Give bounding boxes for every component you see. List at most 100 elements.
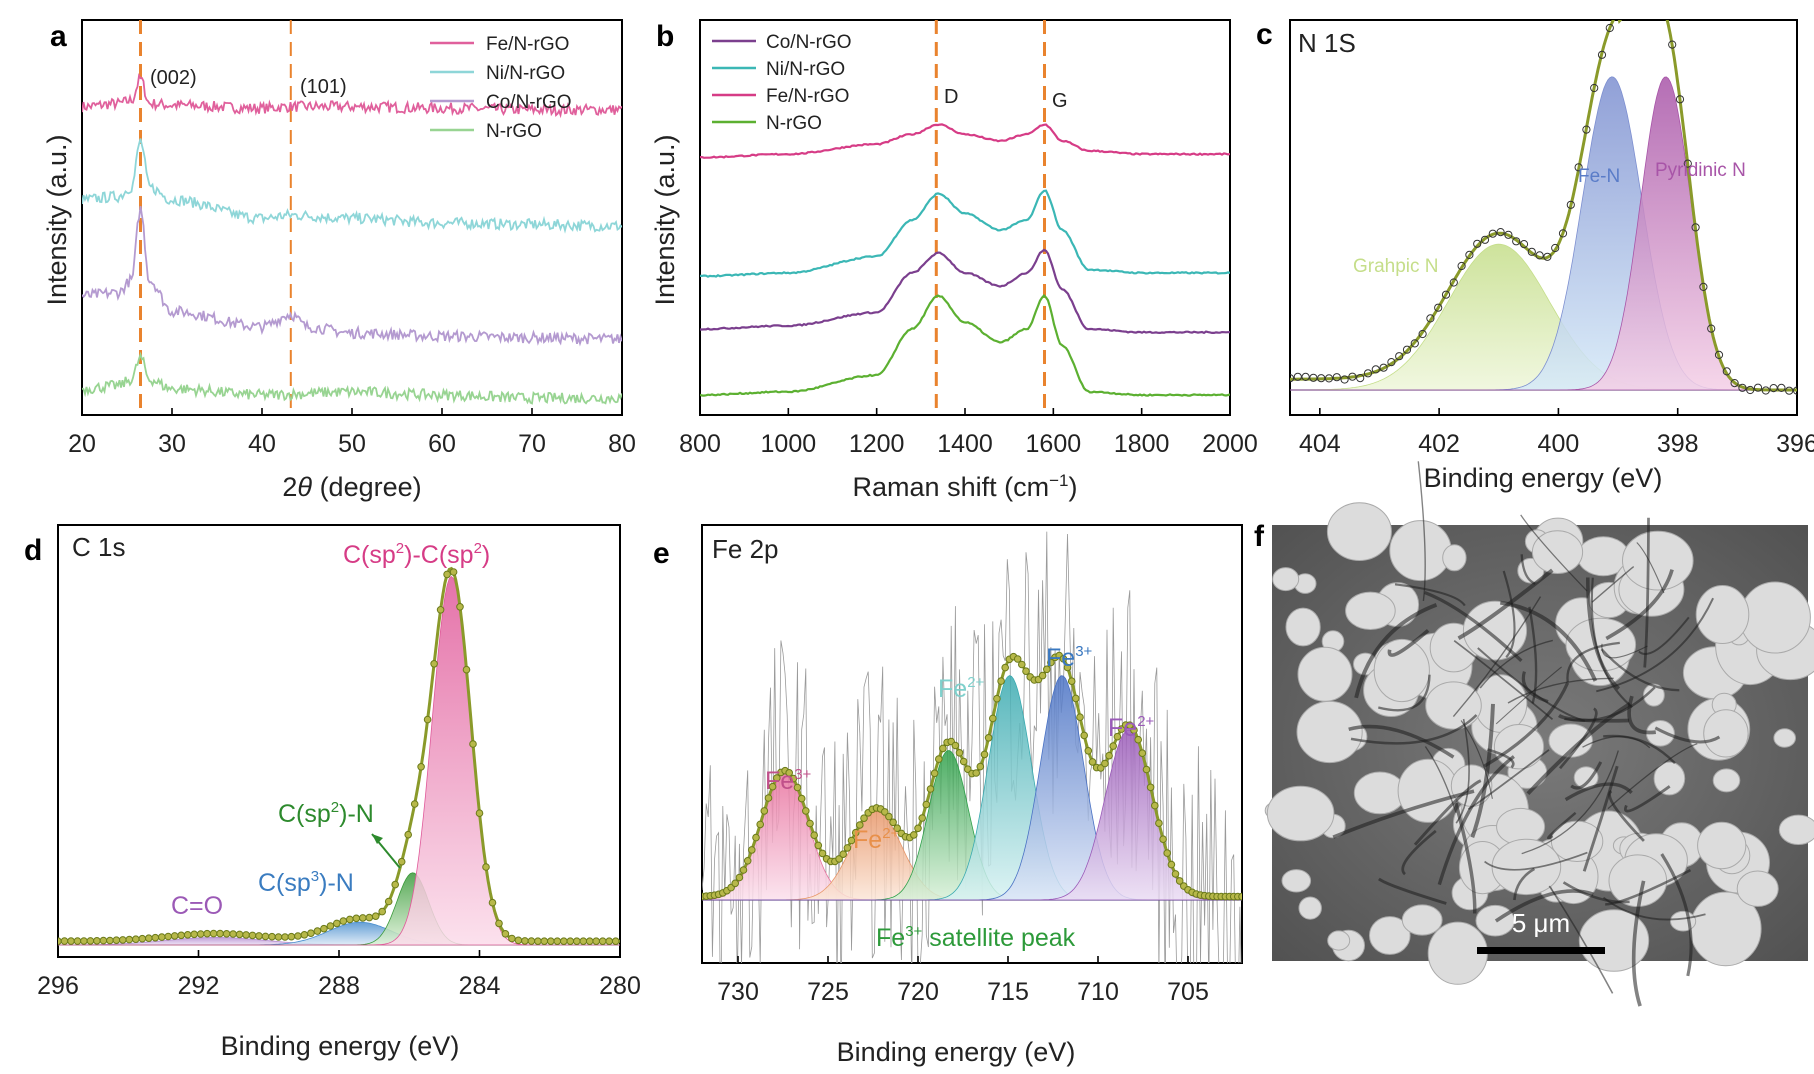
tem-sheet-fold [1507,677,1614,704]
scale-bar-label: 5 μm [1512,908,1570,938]
data-point [856,821,864,829]
data-point [1512,237,1521,246]
data-point [893,824,902,833]
data-point [397,857,406,866]
data-point [1519,240,1529,249]
data-point [939,744,947,753]
tem-hole [1578,909,1650,972]
tem-sheet-fold [1494,889,1594,923]
panel-e-title: Fe 2p [712,534,779,564]
tem-hole [1425,681,1482,730]
tem-sheet-fold [1605,569,1674,641]
tem-sheet-fold [1566,641,1620,683]
data-point [760,807,769,815]
tem-hole [1401,904,1443,936]
data-point [1175,877,1184,885]
data-point [1348,372,1357,381]
data-point [768,782,777,791]
data-point [60,937,69,945]
data-point [1317,374,1326,383]
data-point [1171,870,1180,878]
data-point [1395,352,1404,361]
panel-c-x-ticks: 404 402 400 398 396 [1299,408,1814,458]
tem-sheet-fold [1387,629,1430,657]
label-csp2-n: C(sp2)-N [278,799,374,828]
component-c-sp2-c-sp2- [58,575,620,946]
c-plot-tick-label-404: 404 [1299,430,1341,458]
data-point [164,932,172,941]
tem-sheet-fold [1636,542,1665,594]
panel-a-tick-label-60: 60 [428,430,456,458]
tem-sheet-fold [1548,885,1614,994]
panel-b-tick-label-1600: 1600 [1026,430,1082,458]
tem-hole [1703,709,1749,758]
tem-sheet-fold [1564,782,1633,802]
data-point [885,812,893,821]
tem-hole [1712,768,1741,793]
data-point [1022,667,1030,676]
data-point [170,932,179,940]
data-point [1088,758,1097,766]
data-point [1785,386,1794,395]
label-fe-n: Fe-N [1578,166,1620,187]
panel-b-plot-lines [700,20,1230,415]
data-point [560,937,568,946]
tem-hole [1285,607,1321,647]
data-point [1163,849,1171,857]
data-point [1504,230,1513,239]
panel-a-tick-label-80: 80 [608,430,636,458]
series-b-co-n-rgo [700,248,1230,335]
data-point [1605,23,1614,33]
data-point [814,841,823,850]
data-point [1146,783,1155,792]
legend-fe: Fe/N-rGO [486,34,569,55]
panel-a-tick-label-70: 70 [518,430,546,458]
panel-c-letter: c [1256,18,1273,51]
data-point [359,914,367,922]
panel-b-x-ticks: 800 1000 1200 1400 1600 1800 2000 [679,408,1258,458]
data-point [1126,721,1134,730]
data-point [1792,386,1797,395]
panel-a-tick-label-50: 50 [338,430,366,458]
data-point [482,863,490,871]
tem-hole [1272,567,1300,592]
panel-b-tick-label-1200: 1200 [849,430,905,458]
data-point [1142,765,1151,774]
data-point [972,769,981,777]
data-point [1151,801,1159,810]
d-plot-tick-label-284: 284 [459,972,501,1000]
tem-hole [1373,638,1430,703]
tem-sheet-fold [1502,570,1516,658]
tem-sheet-fold [1483,682,1570,768]
tem-sheet-fold [1601,643,1648,659]
data-point [955,749,964,757]
data-point [1769,384,1778,393]
panel-d-x-ticks: 296 292 288 284 280 [37,950,641,1000]
tem-sheet-fold [1332,789,1475,839]
data-point [989,714,997,723]
data-point [926,785,935,793]
data-point [1473,239,1482,248]
data-point [177,931,185,940]
data-point [818,849,827,858]
data-point [1159,835,1167,844]
tem-sheet-fold [1558,707,1598,770]
data-point [1661,4,1668,11]
panel-b-y-label: Intensity (a.u.) [650,134,680,305]
tem-sheet-fold [1521,750,1619,855]
data-point [566,937,575,946]
data-point [1080,731,1088,740]
tem-sheet-fold [1479,639,1553,689]
data-point [752,833,760,842]
e-plot-tick-label-715: 715 [987,978,1029,1006]
data-point [1356,374,1365,383]
d-plot-tick-label-280: 280 [599,972,641,1000]
tem-sheet-fold [1394,583,1466,607]
data-point [810,831,819,840]
panel-a-tick-label-40: 40 [248,430,276,458]
data-point [1155,819,1163,828]
data-point [1630,1,1637,8]
data-point [216,929,224,938]
data-point [1138,749,1147,758]
panel-b-tick-label-800: 800 [679,430,721,458]
